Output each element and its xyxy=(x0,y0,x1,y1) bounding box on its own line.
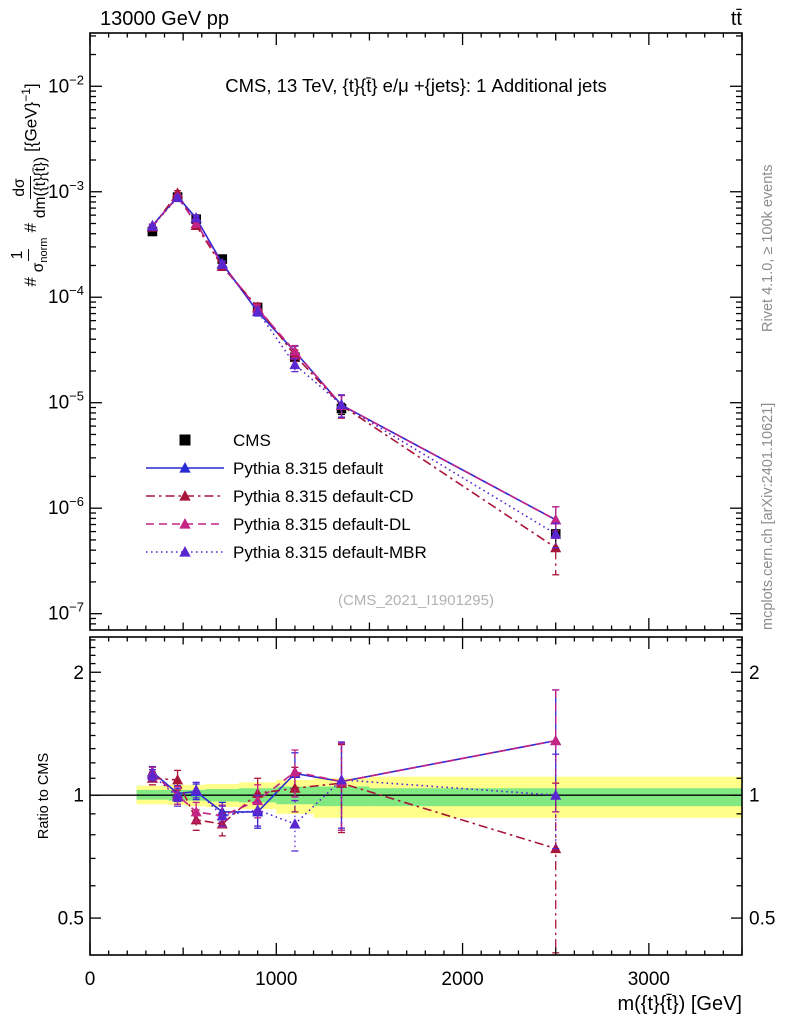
ylabel-units-close: ] xyxy=(21,83,41,89)
ratio-panel-frame xyxy=(89,636,743,956)
main-y-tick-exponent: −6 xyxy=(69,494,84,509)
ratio-data-point xyxy=(252,794,264,806)
ratio-curve xyxy=(151,739,556,817)
legend-marker-cms xyxy=(179,434,191,446)
header-beam-energy: 13000 GeV pp xyxy=(100,8,229,30)
main-y-tick-label: 10−3 xyxy=(48,178,84,203)
main-panel-frame xyxy=(89,32,743,631)
ratio-uncertainty-bands xyxy=(90,776,742,818)
x-tick-label: 3000 xyxy=(628,969,670,990)
mc-data-point xyxy=(146,220,158,231)
ratio-y-tick-label-left: 1 xyxy=(73,786,84,807)
mc-data-point xyxy=(216,258,228,269)
main-y-tick-exponent: −3 xyxy=(69,178,84,193)
legend-entry-label: Pythia 8.315 default-DL xyxy=(233,515,411,534)
ratio-data-point xyxy=(190,784,202,795)
legend-entry-label: Pythia 8.315 default-CD xyxy=(233,487,414,506)
analysis-id-watermark: (CMS_2021_I1901295) xyxy=(338,592,494,609)
main-series-layer xyxy=(146,187,562,576)
main-y-tick-exponent: −2 xyxy=(69,72,84,87)
ratio-y-tick-label-left: 2 xyxy=(73,663,84,684)
main-y-axis-title: # 1 σnorm # dσ dm({t}{t̄}) [{GeV}−1] xyxy=(7,33,53,337)
ylabel-differential-fraction: dσ dm({t}{t̄}) xyxy=(11,156,49,219)
main-y-tick-label: 10−6 xyxy=(48,494,84,519)
ratio-data-point xyxy=(289,782,301,793)
mc-data-point xyxy=(190,211,202,223)
legend-marker-triangle xyxy=(179,518,191,529)
mcplots-reference-note: mcplots.cern.ch [arXiv:2401.10621] xyxy=(760,403,776,630)
ylabel-sigma: σ xyxy=(29,262,47,273)
legend-marker-triangle xyxy=(179,490,191,501)
rivet-version-note: Rivet 4.1.0, ≥ 100k events xyxy=(760,164,776,332)
ylabel-frac2-denominator: dm({t}{t̄}) xyxy=(31,156,49,219)
mc-data-point xyxy=(335,398,347,410)
ylabel-hash-1: # xyxy=(20,277,40,287)
mc-data-point xyxy=(550,528,562,539)
main-y-tick-label: 10−7 xyxy=(48,600,84,625)
ratio-data-point xyxy=(550,789,562,800)
x-axis-title: m({t}{t̄}) [GeV] xyxy=(617,993,742,1015)
ratio-data-point xyxy=(550,734,562,746)
legend-entry-label: Pythia 8.315 default-MBR xyxy=(233,543,427,562)
header-process-label: tt̄ xyxy=(731,8,743,30)
legend-entry-label: Pythia 8.315 default xyxy=(233,459,384,478)
mc-data-point xyxy=(172,191,184,203)
x-tick-label: 1000 xyxy=(255,969,297,990)
x-tick-label: 2000 xyxy=(441,969,483,990)
ratio-y-tick-label-right: 2 xyxy=(749,663,760,684)
plot-title: CMS, 13 TeV, {t}{t̄} e/μ +{jets}: 1 Addi… xyxy=(225,75,606,96)
ratio-y-tick-label-left: 0.5 xyxy=(58,909,84,930)
ratio-y-tick-label-right: 0.5 xyxy=(749,909,775,930)
ylabel-units-open: [{GeV} xyxy=(21,101,41,152)
ratio-y-axis-title: Ratio to CMS xyxy=(36,753,52,839)
main-y-tick-label: 10−4 xyxy=(48,283,84,308)
mc-data-point xyxy=(252,305,264,316)
mc-data-point xyxy=(190,217,202,228)
axes-frames xyxy=(89,32,743,956)
x-tick-label: 0 xyxy=(85,969,96,990)
legend-entry-label: CMS xyxy=(233,431,271,450)
mc-data-point xyxy=(550,514,562,525)
ylabel-hash-2: # xyxy=(20,223,40,233)
main-y-tick-exponent: −5 xyxy=(69,389,84,404)
ratio-data-point xyxy=(146,769,158,780)
ratio-data-point xyxy=(252,804,264,815)
ylabel-frac2-numerator: dσ xyxy=(11,176,31,199)
ratio-data-point xyxy=(289,766,301,777)
ylabel-sigma-subscript: norm xyxy=(37,237,50,263)
ylabel-normalization-fraction: 1 σnorm xyxy=(9,238,50,273)
mc-data-point xyxy=(289,345,301,356)
ratio-data-point xyxy=(335,774,347,785)
legend: CMS Pythia 8.315 default Pythia 8.315 defa… xyxy=(146,431,427,562)
legend-marker-triangle xyxy=(179,462,191,473)
ratio-data-point xyxy=(190,806,202,817)
main-y-tick-exponent: −7 xyxy=(69,600,84,615)
ratio-data-point xyxy=(216,810,228,821)
axes-ticks xyxy=(89,33,743,955)
axes-tick-labels: 10−2 10−3 10−4 10−5 10−6 10−7 2 2 1 1 0.5 0.5 0 1000 2… xyxy=(48,72,775,990)
ylabel-frac1-denominator: σnorm xyxy=(29,238,50,273)
ylabel-units: [{GeV}−1] xyxy=(19,83,41,152)
mc-curve xyxy=(151,196,557,535)
main-y-tick-label: 10−5 xyxy=(48,389,84,414)
legend-marker-triangle xyxy=(179,546,191,557)
ratio-data-point xyxy=(289,818,301,829)
ylabel-frac1-numerator: 1 xyxy=(9,248,29,262)
main-y-tick-exponent: −4 xyxy=(69,283,84,298)
ratio-series-layer xyxy=(146,689,562,954)
main-y-tick-label: 10−2 xyxy=(48,72,84,97)
ratio-data-point xyxy=(172,774,184,785)
mc-data-point xyxy=(289,358,301,370)
ratio-data-point xyxy=(172,791,184,802)
ylabel-units-exponent: −1 xyxy=(19,88,34,102)
ratio-y-tick-label-right: 1 xyxy=(749,786,760,807)
